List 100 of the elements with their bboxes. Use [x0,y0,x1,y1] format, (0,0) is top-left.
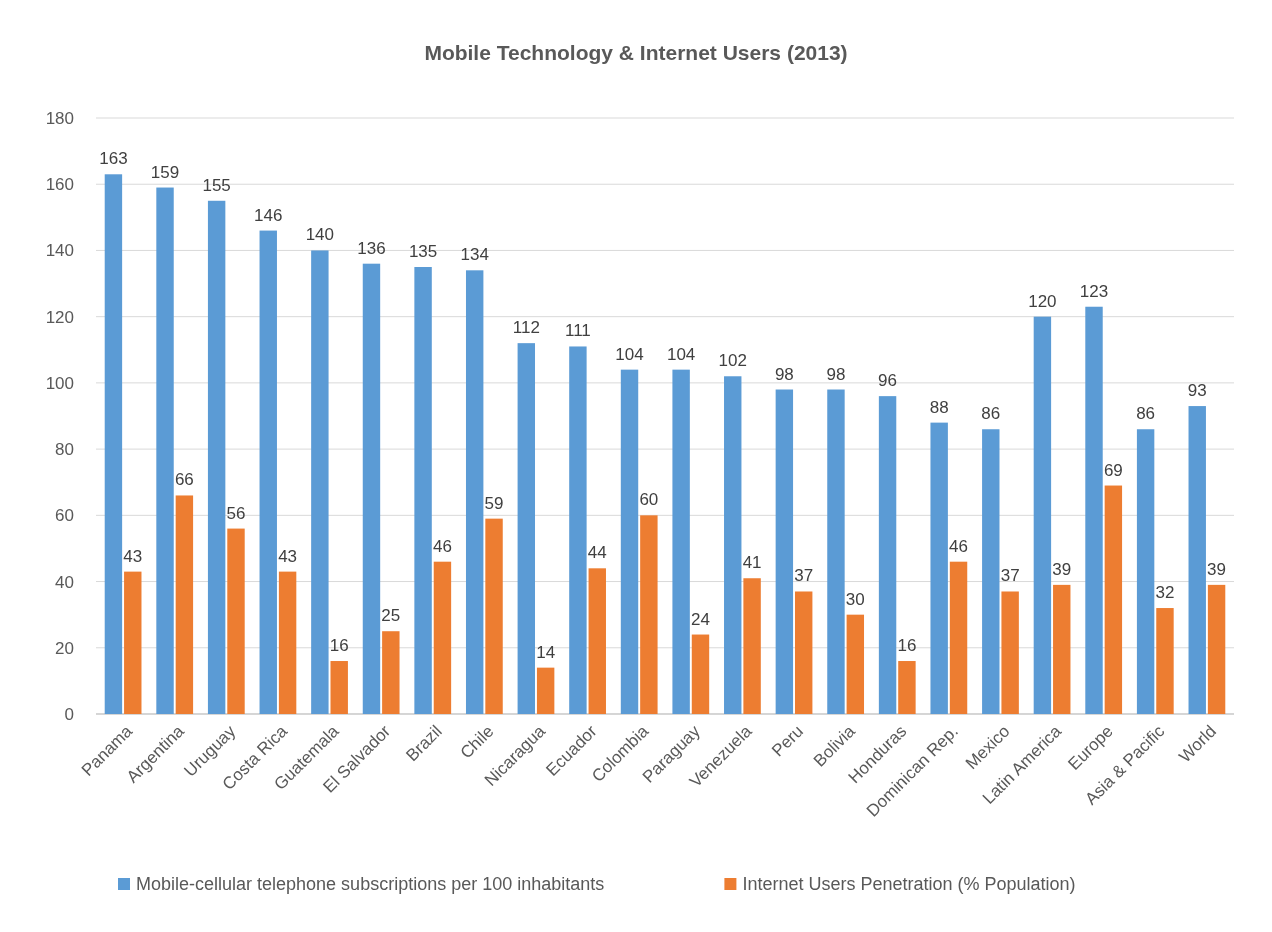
bar [517,343,536,714]
data-label: 16 [329,636,349,656]
data-label: 37 [1000,566,1020,586]
legend-label: Mobile-cellular telephone subscriptions per 100 inhabitants [136,874,605,895]
data-label: 140 [305,225,335,245]
data-label: 111 [564,321,591,341]
bar [433,561,452,714]
data-label: 120 [1028,291,1057,311]
data-label: 86 [1136,404,1156,424]
data-label: 98 [774,364,794,384]
bar [1033,316,1052,714]
bar [982,429,1000,714]
data-label: 98 [826,364,846,384]
bar [588,568,606,714]
bar [1156,608,1174,714]
y-tick-label: 60 [55,506,74,526]
data-label: 146 [254,205,283,225]
bar [672,369,690,714]
data-label: 86 [981,404,1001,424]
bar [278,571,297,714]
bar [156,187,174,714]
bar [1188,406,1206,714]
data-label: 104 [615,344,644,364]
bar [620,369,639,714]
bar [846,614,865,714]
y-tick-label: 80 [55,440,74,460]
data-label: 30 [845,589,865,609]
data-label: 60 [639,490,659,510]
data-label: 102 [718,351,747,371]
y-tick-label: 20 [55,638,74,658]
bar [124,571,142,714]
bar [362,263,381,714]
y-tick-label: 160 [45,175,74,195]
data-label: 96 [878,371,898,391]
data-label: 69 [1103,460,1123,480]
data-label: 24 [691,609,710,629]
data-label: 123 [1079,281,1109,301]
bar [827,389,845,714]
bar [536,667,555,714]
data-label: 59 [484,493,504,513]
data-label: 16 [897,636,917,656]
bar [724,376,742,714]
legend-label: Internet Users Penetration (% Population) [742,874,1076,895]
bar [898,661,916,714]
y-tick-label: 100 [45,373,74,393]
y-tick-label: 140 [45,241,74,261]
bar [1085,306,1103,714]
bar [227,528,245,714]
bar [414,267,432,714]
y-tick-label: 40 [55,572,74,592]
data-label: 135 [408,242,438,261]
bar [175,495,194,714]
data-label: 43 [278,546,298,566]
bar [1104,485,1123,714]
data-label: 104 [666,344,696,364]
data-label: 56 [226,503,246,523]
bar [465,270,484,714]
bar [569,346,587,714]
data-label: 44 [587,543,607,563]
data-label: 46 [949,536,968,556]
data-label: 93 [1187,381,1207,401]
data-label: 37 [794,566,814,586]
bar [1001,591,1019,714]
chart-title: Mobile Technology & Internet Users (2013) [424,41,848,64]
bar [207,200,226,714]
data-label: 159 [150,162,180,182]
bar [949,561,968,714]
bar [930,422,948,714]
bar [775,389,794,714]
bar [1136,429,1155,714]
bar [1207,584,1226,714]
bar [104,174,123,714]
bar [382,631,400,714]
bar [878,396,897,714]
bar [691,634,710,714]
data-label: 43 [123,546,143,566]
data-label: 88 [929,397,949,417]
bar [330,661,348,714]
data-label: 134 [460,245,489,265]
data-label: 163 [99,149,128,169]
data-label: 46 [432,536,452,556]
bar [259,230,277,714]
data-label: 25 [381,606,401,626]
data-label: 136 [357,238,386,258]
y-tick-label: 120 [45,307,74,327]
data-label: 32 [1155,583,1175,603]
data-label: 155 [202,175,231,195]
data-label: 112 [512,318,540,338]
bar [640,515,658,714]
bar [311,250,329,714]
y-tick-label: 0 [64,704,74,724]
data-label: 41 [742,553,762,573]
bar [1053,584,1071,714]
data-label: 14 [536,642,556,662]
data-label: 39 [1052,559,1072,579]
bar [485,518,503,714]
data-label: 39 [1207,559,1227,579]
data-label: 66 [174,470,194,490]
y-tick-label: 180 [45,108,74,128]
bar [794,591,813,714]
